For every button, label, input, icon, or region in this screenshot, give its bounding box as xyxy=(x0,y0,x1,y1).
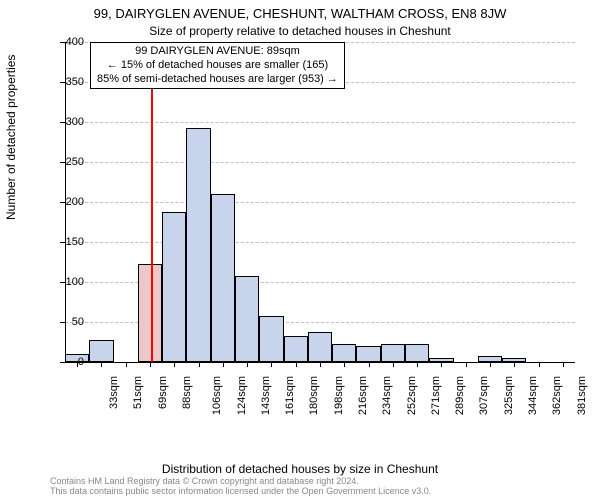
y-tick-label: 100 xyxy=(44,276,84,288)
histogram-bar xyxy=(235,276,259,362)
y-tick-label: 150 xyxy=(44,236,84,248)
annotation-line-2: ← 15% of detached houses are smaller (16… xyxy=(97,59,338,73)
x-tick-label: 252sqm xyxy=(406,376,418,415)
annotation-line-1: 99 DAIRYGLEN AVENUE: 89sqm xyxy=(97,45,338,59)
x-tick-label: 344sqm xyxy=(527,376,539,415)
histogram-bar xyxy=(284,336,308,362)
y-tick-label: 0 xyxy=(44,356,84,368)
x-tick-label: 143sqm xyxy=(260,376,272,415)
histogram-bar xyxy=(259,316,283,362)
histogram-bar xyxy=(356,346,380,362)
annotation-box: 99 DAIRYGLEN AVENUE: 89sqm ← 15% of deta… xyxy=(90,42,345,89)
y-tick-label: 300 xyxy=(44,116,84,128)
x-tick-label: 381sqm xyxy=(576,376,588,415)
gridline-h xyxy=(65,202,575,203)
x-tick-label: 216sqm xyxy=(357,376,369,415)
histogram-bar xyxy=(211,194,235,362)
histogram-bar xyxy=(332,344,356,362)
y-tick-label: 400 xyxy=(44,36,84,48)
y-axis-label: Number of detached properties xyxy=(4,55,18,220)
x-tick-label: 106sqm xyxy=(211,376,223,415)
footer-attribution: Contains HM Land Registry data © Crown c… xyxy=(50,477,431,497)
y-tick-label: 50 xyxy=(44,316,84,328)
histogram-bar xyxy=(308,332,332,362)
histogram-bar xyxy=(381,344,405,362)
x-tick-label: 33sqm xyxy=(108,376,120,409)
x-tick-label: 51sqm xyxy=(132,376,144,409)
gridline-h xyxy=(65,162,575,163)
x-tick-label: 88sqm xyxy=(181,376,193,409)
x-tick-label: 161sqm xyxy=(284,376,296,415)
annotation-line-3: 85% of semi-detached houses are larger (… xyxy=(97,73,338,87)
y-tick-label: 350 xyxy=(44,76,84,88)
gridline-h xyxy=(65,122,575,123)
marker-line xyxy=(151,42,153,362)
histogram-bar xyxy=(138,264,162,362)
x-tick-label: 234sqm xyxy=(381,376,393,415)
x-tick-label: 362sqm xyxy=(551,376,563,415)
footer-line-2: This data contains public sector informa… xyxy=(50,487,431,497)
y-tick-label: 200 xyxy=(44,196,84,208)
gridline-h xyxy=(65,242,575,243)
x-axis-label: Distribution of detached houses by size … xyxy=(0,462,600,476)
histogram-bar xyxy=(162,212,186,362)
x-tick-label: 325sqm xyxy=(503,376,515,415)
plot-area: 33sqm 51sqm 69sqm 88sqm 106sqm 124sqm 143sqm 16… xyxy=(65,42,575,412)
histogram-bar xyxy=(89,340,113,362)
y-tick-label: 250 xyxy=(44,156,84,168)
x-tick-label: 307sqm xyxy=(479,376,491,415)
x-tick-label: 69sqm xyxy=(157,376,169,409)
x-tick-label: 289sqm xyxy=(454,376,466,415)
histogram-bar xyxy=(405,344,429,362)
x-tick-label: 124sqm xyxy=(236,376,248,415)
x-tick-label: 180sqm xyxy=(309,376,321,415)
chart-subtitle: Size of property relative to detached ho… xyxy=(0,24,600,38)
chart-title: 99, DAIRYGLEN AVENUE, CHESHUNT, WALTHAM … xyxy=(0,6,600,21)
chart-container: 99, DAIRYGLEN AVENUE, CHESHUNT, WALTHAM … xyxy=(0,0,600,500)
histogram-bar xyxy=(186,128,210,362)
x-tick-label: 271sqm xyxy=(430,376,442,415)
x-tick-label: 198sqm xyxy=(333,376,345,415)
